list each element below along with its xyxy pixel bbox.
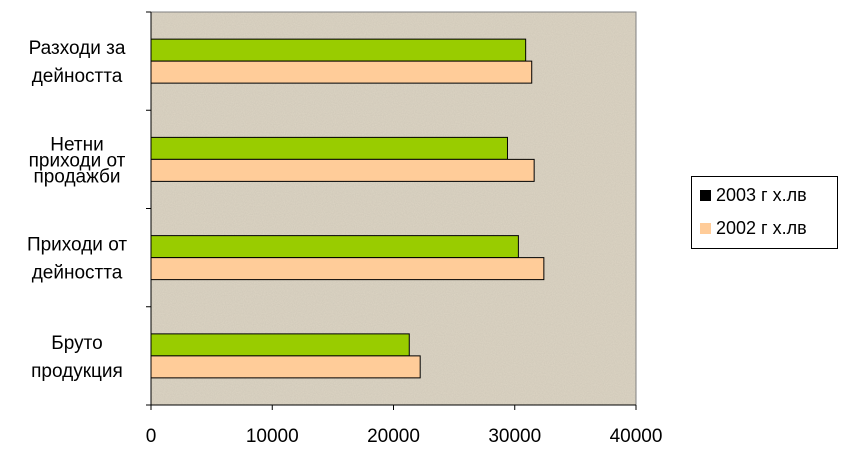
legend-item-2002: 2002 г х.лв [700,217,807,239]
category-label-2: Нетни приходи от продажби [29,134,126,187]
legend-swatch-2003 [700,189,711,201]
legend-label-2003: 2003 г х.лв [716,184,807,205]
x-tick-label: 20000 [367,426,420,447]
bar-s1-c3 [150,60,533,84]
category-label-3: Разходи за дейността [29,38,126,87]
bar-s1-c2 [150,158,535,182]
bar-s0-c0 [150,333,410,357]
x-tick-label: 40000 [610,426,663,447]
bar-s0-c1 [150,235,519,259]
legend-label-2002: 2002 г х.лв [716,217,807,238]
category-label-0: Бруто продукция [31,333,123,382]
x-tick-label: 30000 [488,426,541,447]
legend: 2003 г х.лв 2002 г х.лв [691,176,838,249]
legend-swatch-2002 [700,222,711,234]
bar-s1-c1 [150,257,545,281]
x-tick-label: 0 [146,426,157,447]
legend-item-2003: 2003 г х.лв [700,184,807,206]
bar-s0-c3 [150,38,527,62]
bar-s0-c2 [150,136,508,160]
bar-s1-c0 [150,355,421,379]
x-tick-label: 10000 [246,426,299,447]
category-label-1: Приходи от дейността [27,235,127,284]
